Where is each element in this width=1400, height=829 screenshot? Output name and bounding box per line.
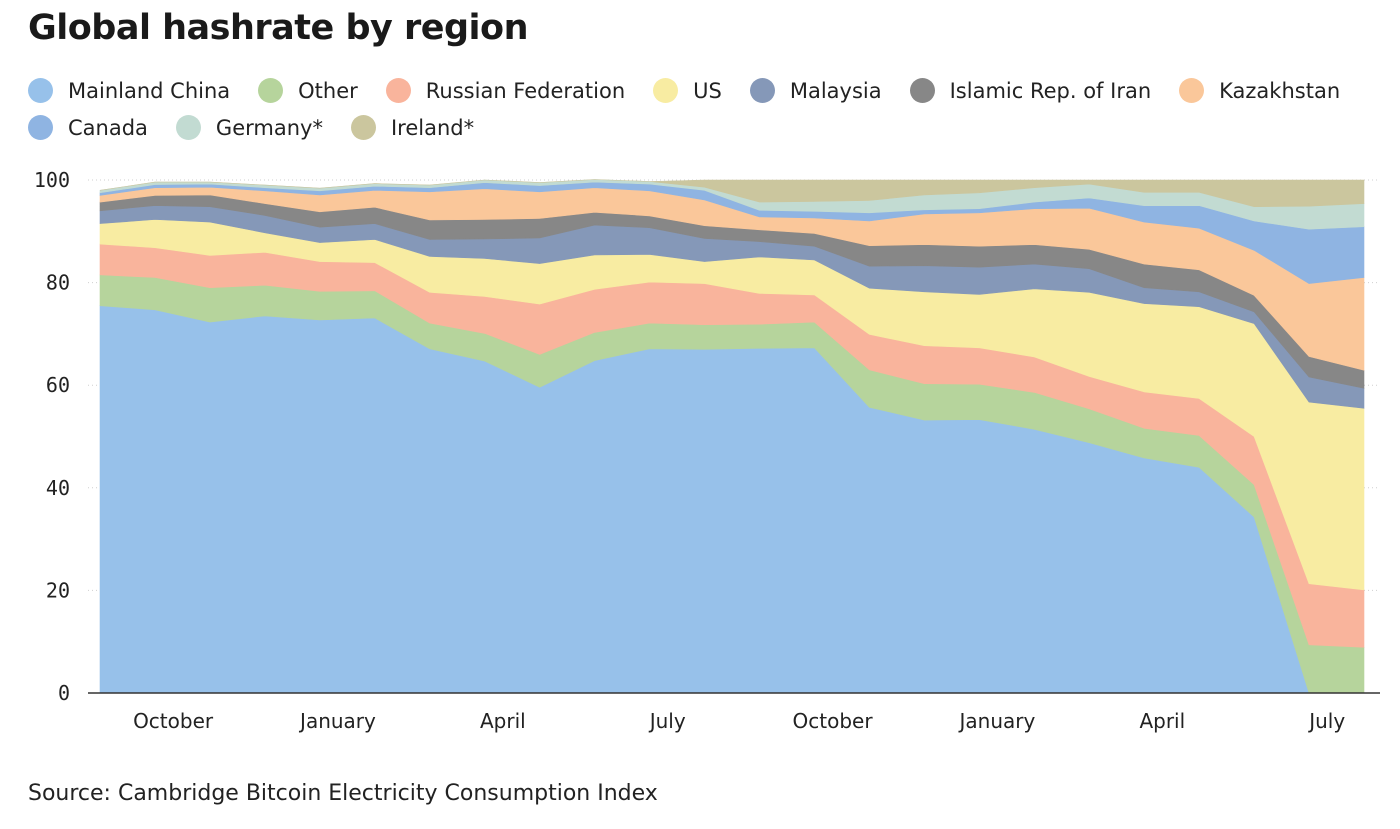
x-tick-label: April xyxy=(480,709,526,733)
legend-label: Germany* xyxy=(215,115,323,140)
x-tick-label: January xyxy=(958,709,1036,733)
legend-swatch xyxy=(350,115,376,140)
legend-label: Mainland China xyxy=(68,78,231,103)
x-tick-label: April xyxy=(1139,709,1185,733)
legend-item-canada[interactable]: Canada xyxy=(28,115,148,140)
legend-swatch xyxy=(175,115,201,140)
legend-swatch xyxy=(258,78,284,103)
legend-swatch xyxy=(749,78,775,103)
legend-label: Islamic Rep. of Iran xyxy=(949,78,1152,103)
legend-item-us[interactable]: US xyxy=(653,78,722,103)
x-tick-label: October xyxy=(793,709,874,733)
legend-swatch xyxy=(909,78,935,103)
y-tick-label: 100 xyxy=(34,168,70,192)
stacked-area-chart: 0 20 40 60 80 100 October January April July Octob… xyxy=(34,168,1380,733)
legend-item-germany[interactable]: Germany* xyxy=(175,115,323,140)
legend-item-russian-federation[interactable]: Russian Federation xyxy=(385,78,626,103)
x-tick-label: January xyxy=(298,709,376,733)
legend-item-mainland-china[interactable]: Mainland China xyxy=(28,78,230,103)
legend-swatch xyxy=(28,78,53,103)
x-tick-label: July xyxy=(1307,709,1345,733)
legend-swatch xyxy=(28,115,53,140)
legend-label: Russian Federation xyxy=(425,78,626,103)
source-note: Source: Cambridge Bitcoin Electricity Co… xyxy=(28,781,658,806)
area-series-ireland xyxy=(99,179,1365,208)
legend: Mainland China Other Russian Federation … xyxy=(28,72,1378,146)
legend-swatch xyxy=(1179,78,1205,103)
legend-row: Canada Germany* Ireland* xyxy=(28,109,1378,146)
legend-label: US xyxy=(693,78,722,103)
y-tick-label: 60 xyxy=(46,373,70,397)
legend-swatch xyxy=(385,78,411,103)
legend-row: Mainland China Other Russian Federation … xyxy=(28,72,1378,109)
legend-item-ireland[interactable]: Ireland* xyxy=(350,115,475,140)
legend-label: Canada xyxy=(68,115,148,140)
y-tick-label: 80 xyxy=(46,271,70,295)
y-tick-label: 40 xyxy=(46,476,70,500)
legend-label: Ireland* xyxy=(390,115,475,140)
chart-title: Global hashrate by region xyxy=(28,8,529,48)
legend-item-iran[interactable]: Islamic Rep. of Iran xyxy=(909,78,1152,103)
x-tick-label: October xyxy=(133,709,214,733)
x-tick-label: July xyxy=(648,709,686,733)
legend-label: Kazakhstan xyxy=(1219,78,1341,103)
legend-item-other[interactable]: Other xyxy=(258,78,358,103)
y-tick-label: 0 xyxy=(58,681,70,705)
legend-item-malaysia[interactable]: Malaysia xyxy=(749,78,882,103)
legend-item-kazakhstan[interactable]: Kazakhstan xyxy=(1179,78,1340,103)
legend-label: Other xyxy=(298,78,358,103)
y-tick-label: 20 xyxy=(46,578,70,602)
legend-label: Malaysia xyxy=(789,78,882,103)
legend-swatch xyxy=(653,78,679,103)
